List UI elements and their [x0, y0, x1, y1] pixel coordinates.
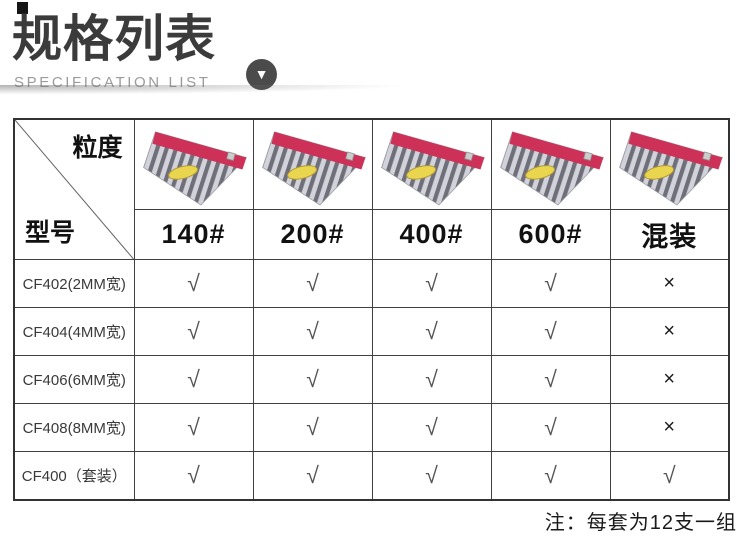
availability-cell: √: [371, 259, 492, 308]
table-row: CF408(8MM宽) √ √ √ √ ×: [13, 403, 730, 452]
availability-cell: √: [371, 355, 492, 404]
product-image-cell: [133, 118, 254, 210]
availability-cell: √: [371, 307, 492, 356]
availability-cell: √: [133, 259, 254, 308]
availability-cell: √: [252, 451, 373, 500]
availability-cell: √: [252, 307, 373, 356]
model-cell: CF404(4MM宽): [13, 307, 135, 356]
scroll-down-icon: ▼: [246, 59, 277, 90]
availability-cell: √: [133, 451, 254, 500]
model-cell: CF402(2MM宽): [13, 259, 135, 308]
availability-cell: √: [252, 403, 373, 452]
corner-mark: [17, 2, 28, 14]
diagonal-line: [15, 120, 134, 259]
product-image-cell: [490, 118, 611, 210]
model-cell: CF400（套装）: [13, 451, 135, 500]
table-row: CF400（套装） √ √ √ √ √: [13, 451, 730, 500]
availability-cell: √: [133, 307, 254, 356]
availability-cell: √: [490, 307, 611, 356]
abrasive-pad-image: [618, 131, 723, 206]
availability-cell: √: [609, 451, 730, 500]
product-image-cell: [371, 118, 492, 210]
footnote: 注：每套为12支一组: [544, 512, 737, 534]
table-row: CF404(4MM宽) √ √ √ √ ×: [13, 307, 730, 356]
abrasive-pad-image: [143, 131, 247, 206]
abrasive-pad-image: [262, 131, 366, 206]
corner-cell: 粒度 型号: [13, 118, 135, 260]
availability-cell: √: [133, 403, 254, 452]
grade-header-cell: 混装: [609, 209, 730, 260]
table-row: CF406(6MM宽) √ √ √ √ ×: [13, 355, 730, 404]
availability-cell: √: [490, 355, 611, 404]
abrasive-pad-image: [500, 131, 604, 206]
grade-header-cell: 140#: [133, 209, 254, 260]
model-cell: CF406(6MM宽): [13, 355, 135, 404]
product-image-cell: [252, 118, 373, 210]
product-image-cell: [609, 118, 730, 210]
grade-header-cell: 400#: [371, 209, 492, 260]
availability-cell: √: [490, 259, 611, 308]
availability-cell: ×: [609, 355, 730, 404]
availability-cell: √: [133, 355, 254, 404]
grade-header-row: 140# 200# 400# 600# 混装: [14, 209, 730, 260]
grain-size-label: 粒度: [72, 134, 123, 162]
availability-cell: √: [252, 355, 373, 404]
availability-cell: √: [371, 451, 492, 500]
model-cell: CF408(8MM宽): [13, 403, 135, 452]
product-image-row: 粒度 型号: [13, 118, 730, 260]
availability-cell: √: [252, 259, 373, 308]
availability-cell: ×: [609, 307, 730, 356]
spec-table: 粒度 型号 140# 200# 400# 600# 混装 CF402(2MM宽)…: [13, 118, 730, 501]
grade-header-cell: 200#: [252, 209, 373, 260]
availability-cell: √: [371, 403, 492, 452]
availability-cell: √: [490, 403, 611, 452]
model-label: 型号: [25, 219, 76, 247]
grade-header-cell: 600#: [490, 209, 611, 260]
table-row: CF402(2MM宽) √ √ √ √ ×: [13, 259, 730, 308]
availability-cell: ×: [609, 259, 730, 308]
availability-cell: ×: [609, 403, 730, 452]
abrasive-pad-image: [381, 131, 485, 206]
title-shadow: [0, 85, 600, 99]
page-title: 规格列表: [12, 11, 216, 67]
availability-cell: √: [490, 451, 611, 500]
